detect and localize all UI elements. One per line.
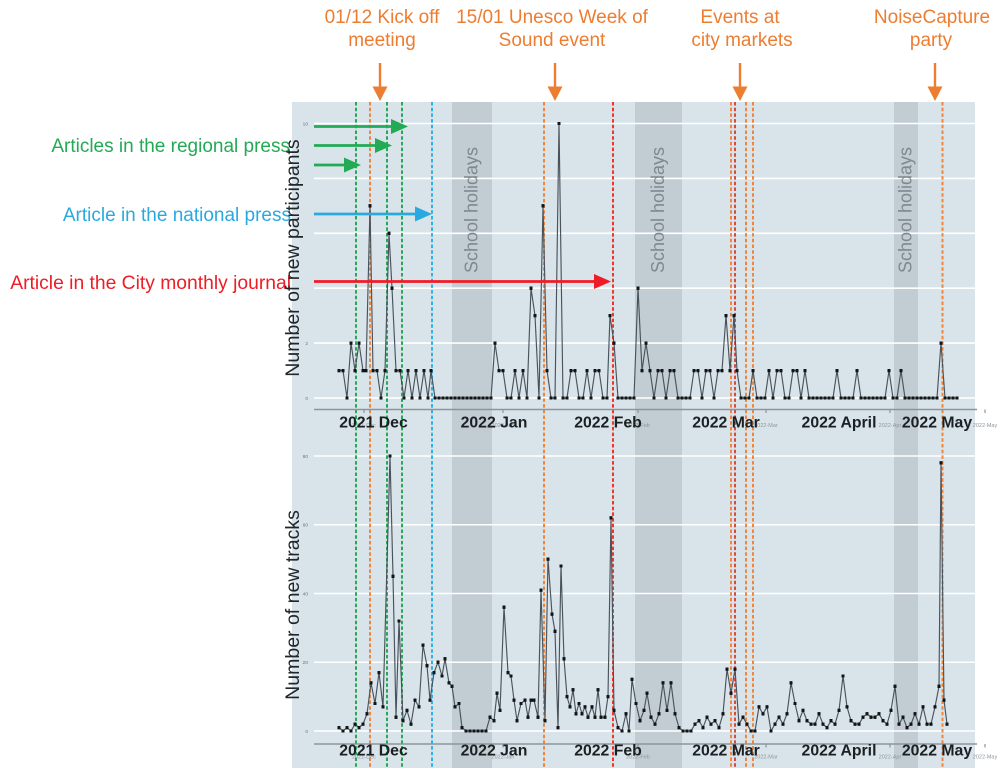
svg-text:Article in the City monthly jo: Article in the City monthly journal (10, 273, 291, 294)
svg-text:2021-Dec: 2021-Dec (352, 755, 376, 761)
svg-text:Articles in the regional press: Articles in the regional press (51, 136, 290, 157)
svg-text:Number of new tracks: Number of new tracks (282, 510, 304, 700)
svg-text:10: 10 (303, 121, 309, 127)
svg-text:2022-Mar: 2022-Mar (754, 755, 778, 761)
svg-text:Events at: Events at (700, 7, 780, 28)
svg-text:2022-Feb: 2022-Feb (626, 755, 650, 761)
svg-text:School holidays: School holidays (462, 147, 482, 273)
svg-text:2021 Dec: 2021 Dec (339, 415, 408, 432)
svg-text:2022-Jan: 2022-Jan (492, 755, 515, 761)
svg-text:School holidays: School holidays (648, 147, 668, 273)
svg-text:2022 Mar: 2022 Mar (692, 743, 760, 760)
svg-text:2022-Mar: 2022-Mar (754, 423, 778, 429)
svg-text:meeting: meeting (348, 30, 416, 51)
svg-text:2022-May: 2022-May (973, 423, 998, 429)
svg-text:2021-Dec: 2021-Dec (352, 423, 376, 429)
svg-text:2022 Jan: 2022 Jan (461, 415, 528, 432)
svg-text:0: 0 (305, 729, 308, 735)
svg-text:40: 40 (303, 591, 309, 597)
svg-text:2022-Feb: 2022-Feb (626, 423, 650, 429)
svg-text:city markets: city markets (691, 30, 792, 51)
svg-text:2022 April: 2022 April (802, 415, 877, 432)
svg-text:Article in the national press: Article in the national press (63, 205, 291, 226)
svg-text:2022 Jan: 2022 Jan (461, 743, 528, 760)
svg-text:80: 80 (303, 454, 309, 460)
svg-text:Number of new participants: Number of new participants (282, 139, 304, 377)
svg-text:2022 April: 2022 April (802, 743, 877, 760)
svg-text:NoiseCapture: NoiseCapture (874, 7, 990, 28)
svg-text:2022 May: 2022 May (902, 743, 972, 760)
svg-text:2022-Apr: 2022-Apr (879, 423, 902, 429)
svg-text:2: 2 (305, 341, 308, 347)
svg-text:0: 0 (305, 396, 308, 402)
svg-text:2022-May: 2022-May (973, 755, 998, 761)
svg-text:2021 Dec: 2021 Dec (339, 743, 408, 760)
svg-text:2022 May: 2022 May (902, 415, 972, 432)
svg-text:01/12 Kick off: 01/12 Kick off (325, 7, 441, 28)
svg-text:Sound event: Sound event (499, 30, 606, 51)
svg-text:School holidays: School holidays (896, 147, 916, 273)
svg-text:2022-Apr: 2022-Apr (879, 755, 902, 761)
svg-text:60: 60 (303, 523, 309, 529)
svg-text:party: party (910, 30, 953, 51)
svg-text:2022 Feb: 2022 Feb (574, 415, 642, 432)
svg-text:20: 20 (303, 660, 309, 666)
svg-text:2022-Jan: 2022-Jan (492, 423, 515, 429)
svg-text:2022 Mar: 2022 Mar (692, 415, 760, 432)
svg-text:15/01 Unesco Week of: 15/01 Unesco Week of (456, 7, 649, 28)
svg-text:2022 Feb: 2022 Feb (574, 743, 642, 760)
